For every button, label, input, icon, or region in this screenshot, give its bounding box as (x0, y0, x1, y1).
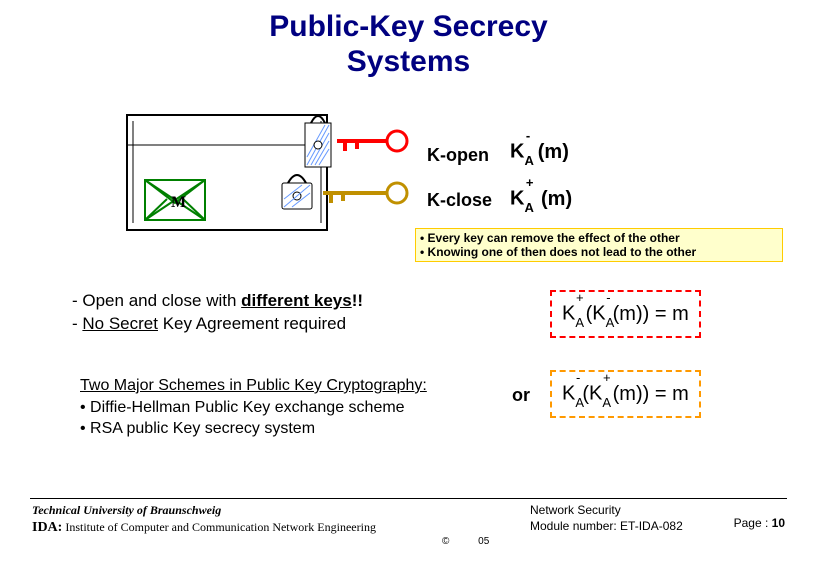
box-illustration: M (105, 95, 445, 265)
footer-middle: Network Security Module number: ET-IDA-0… (530, 503, 683, 534)
footer-university: Technical University of Braunschweig (32, 503, 376, 519)
k-open-expr: KA- (m) (510, 138, 569, 166)
copyright-symbol: © 05 (442, 536, 489, 547)
k-close-label: K-close (427, 190, 492, 211)
bullet-2: • Knowing one of then does not lead to t… (420, 245, 778, 259)
scheme-2: • RSA public Key secrecy system (80, 418, 427, 440)
or-label: or (512, 385, 530, 406)
footer-institute: IDA: Institute of Computer and Communica… (32, 519, 376, 537)
title-line-2: Systems (347, 45, 470, 78)
slide-title: Public-Key Secrecy Systems (0, 10, 817, 79)
footer-rule (30, 498, 787, 499)
equation-1-box: KA+(KA-(m)) = m (550, 290, 701, 338)
title-line-1: Public-Key Secrecy (269, 10, 547, 43)
key-properties-box: • Every key can remove the effect of the… (415, 228, 783, 262)
slide-root: Public-Key Secrecy Systems (0, 0, 817, 567)
mid-line-2: - No Secret Key Agreement required (72, 313, 363, 336)
open-close-text: - Open and close with different keys!! -… (72, 290, 363, 336)
svg-text:M: M (171, 194, 186, 211)
footer-course: Network Security (530, 503, 683, 519)
k-open-label: K-open (427, 145, 489, 166)
bullet-1: • Every key can remove the effect of the… (420, 231, 778, 245)
mid-line-1: - Open and close with different keys!! (72, 290, 363, 313)
footer-left: Technical University of Braunschweig IDA… (32, 503, 376, 537)
schemes-block: Two Major Schemes in Public Key Cryptogr… (80, 375, 427, 440)
k-close-expr: KA+ (m) (510, 185, 572, 213)
schemes-heading: Two Major Schemes in Public Key Cryptogr… (80, 375, 427, 397)
scheme-1: • Diffie-Hellman Public Key exchange sch… (80, 397, 427, 419)
equation-2-box: KA-(KA+(m)) = m (550, 370, 701, 418)
footer-page: Page : 10 (734, 516, 785, 530)
footer-module: Module number: ET-IDA-082 (530, 519, 683, 535)
